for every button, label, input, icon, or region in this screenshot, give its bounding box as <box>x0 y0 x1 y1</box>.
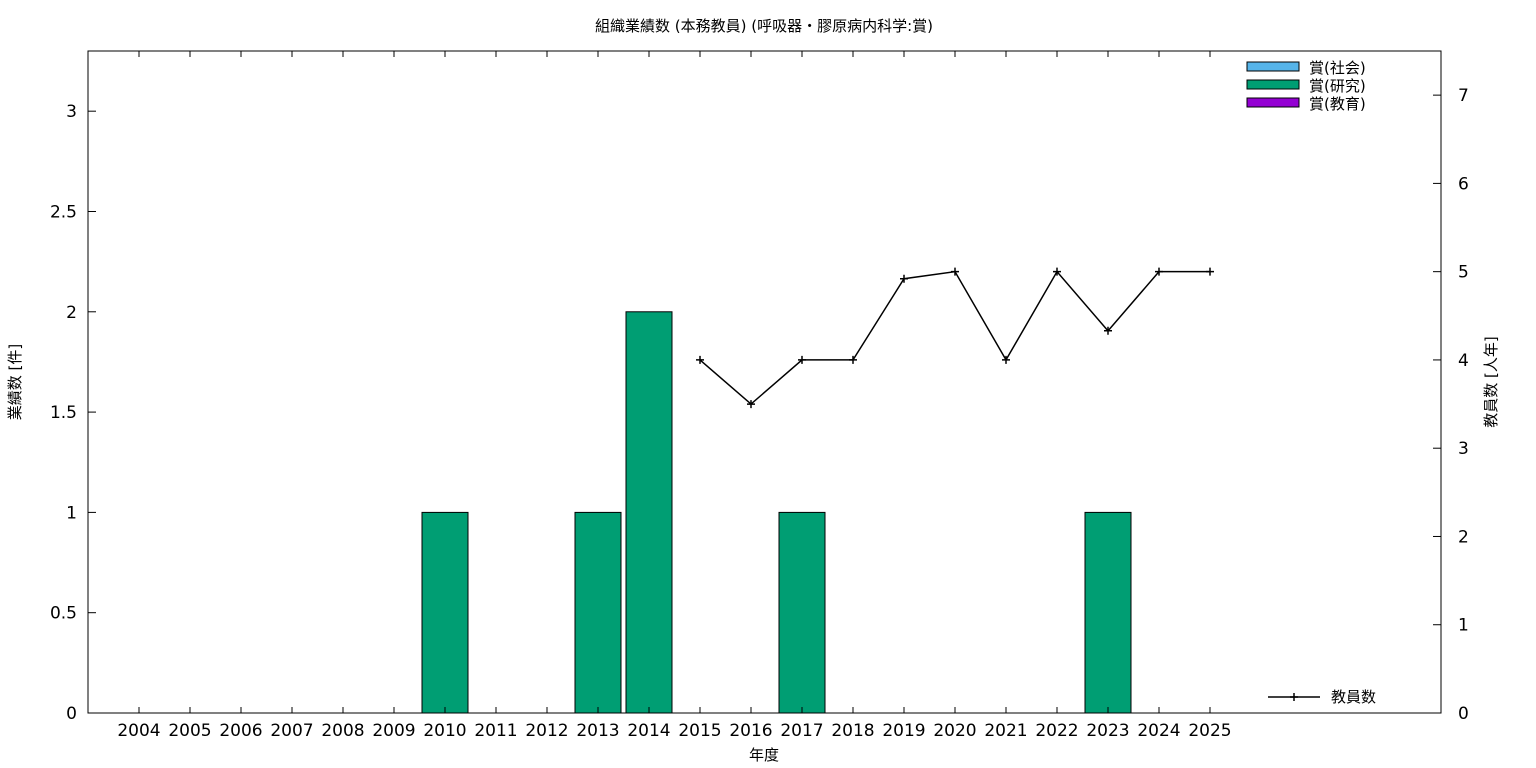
faculty-point-2021 <box>1002 355 1010 364</box>
faculty-point-2022 <box>1053 267 1061 276</box>
y2-tick-label: 2 <box>1458 527 1469 547</box>
faculty-point-2018 <box>849 355 857 364</box>
y2-ticks: 0 1 2 3 4 5 6 7 <box>1433 86 1469 724</box>
x-tick-label: 2022 <box>1035 721 1078 741</box>
x-tick-label: 2016 <box>729 721 772 741</box>
legend-swatch-0 <box>1246 61 1300 72</box>
faculty-line-layer <box>696 267 1214 409</box>
y-tick-label: 0 <box>66 704 77 724</box>
bar-2017-series-1 <box>778 511 826 714</box>
bar-2010-series-1 <box>421 511 469 714</box>
y2-tick-label: 6 <box>1458 174 1469 194</box>
y-tick-label: 3 <box>66 102 77 122</box>
y2-tick-label: 0 <box>1458 704 1469 724</box>
y-tick-label: 0.5 <box>50 604 77 624</box>
x-tick-label: 2013 <box>576 721 619 741</box>
plot-frame <box>87 50 1442 714</box>
x-tick-label: 2021 <box>984 721 1027 741</box>
x-tick-label: 2004 <box>117 721 160 741</box>
x-ticks: 2004 2005 2006 2007 2008 2009 2010 2011 2012 2013… <box>117 51 1232 741</box>
bar-2023-series-1 <box>1084 511 1132 714</box>
y2-axis-label: 教員数 [人年] <box>1482 336 1500 427</box>
x-tick-label: 2019 <box>882 721 925 741</box>
faculty-point-2017 <box>798 355 806 364</box>
x-tick-label: 2015 <box>678 721 721 741</box>
x-tick-label: 2014 <box>627 721 670 741</box>
legend-label-2: 賞(教育) <box>1309 95 1366 113</box>
faculty-point-2020 <box>951 267 959 276</box>
faculty-count-line <box>699 270 1210 406</box>
x-tick-label: 2006 <box>219 721 262 741</box>
legend-swatch-1 <box>1246 79 1300 90</box>
x-tick-label: 2024 <box>1137 721 1180 741</box>
x-tick-label: 2008 <box>321 721 364 741</box>
x-tick-label: 2011 <box>474 721 517 741</box>
x-tick-label: 2025 <box>1188 721 1231 741</box>
x-tick-label: 2017 <box>780 721 823 741</box>
bars-layer <box>421 311 1132 714</box>
y-axis-label: 業績数 [件] <box>6 344 24 420</box>
x-tick-label: 2023 <box>1086 721 1129 741</box>
legend-line-marker <box>1290 693 1298 701</box>
y-ticks: 0 0.5 1 1.5 2 2.5 3 <box>50 102 96 724</box>
chart-title: 組織業績数 (本務教員) (呼吸器・膠原病内科学:賞) <box>595 17 933 35</box>
x-tick-label: 2018 <box>831 721 874 741</box>
y2-tick-label: 3 <box>1458 439 1469 459</box>
y2-tick-label: 1 <box>1458 616 1469 636</box>
y-tick-label: 2.5 <box>50 202 77 222</box>
legend: 賞(社会)賞(研究)賞(教育) 教員数 <box>1246 59 1376 706</box>
faculty-point-2023 <box>1104 326 1112 335</box>
faculty-point-2016 <box>747 400 755 409</box>
legend-label-0: 賞(社会) <box>1309 59 1366 77</box>
x-tick-label: 2012 <box>525 721 568 741</box>
x-tick-label: 2007 <box>270 721 313 741</box>
x-tick-label: 2009 <box>372 721 415 741</box>
faculty-point-2019 <box>900 274 908 283</box>
faculty-point-2025 <box>1206 267 1214 276</box>
faculty-point-2024 <box>1155 267 1163 276</box>
legend-line-label: 教員数 <box>1331 688 1376 706</box>
legend-swatch-2 <box>1246 97 1300 108</box>
y-tick-label: 1 <box>66 503 77 523</box>
y-tick-label: 2 <box>66 303 77 323</box>
y-tick-label: 1.5 <box>50 403 77 423</box>
y2-tick-label: 5 <box>1458 263 1469 283</box>
x-tick-label: 2005 <box>168 721 211 741</box>
bar-2013-series-1 <box>574 511 622 714</box>
x-tick-label: 2020 <box>933 721 976 741</box>
bar-2014-series-1 <box>625 311 673 714</box>
x-axis-label: 年度 <box>749 746 779 764</box>
legend-label-1: 賞(研究) <box>1309 77 1366 95</box>
faculty-point-2015 <box>696 355 704 364</box>
x-tick-label: 2010 <box>423 721 466 741</box>
y2-tick-label: 4 <box>1458 351 1469 371</box>
y2-tick-label: 7 <box>1458 86 1469 106</box>
